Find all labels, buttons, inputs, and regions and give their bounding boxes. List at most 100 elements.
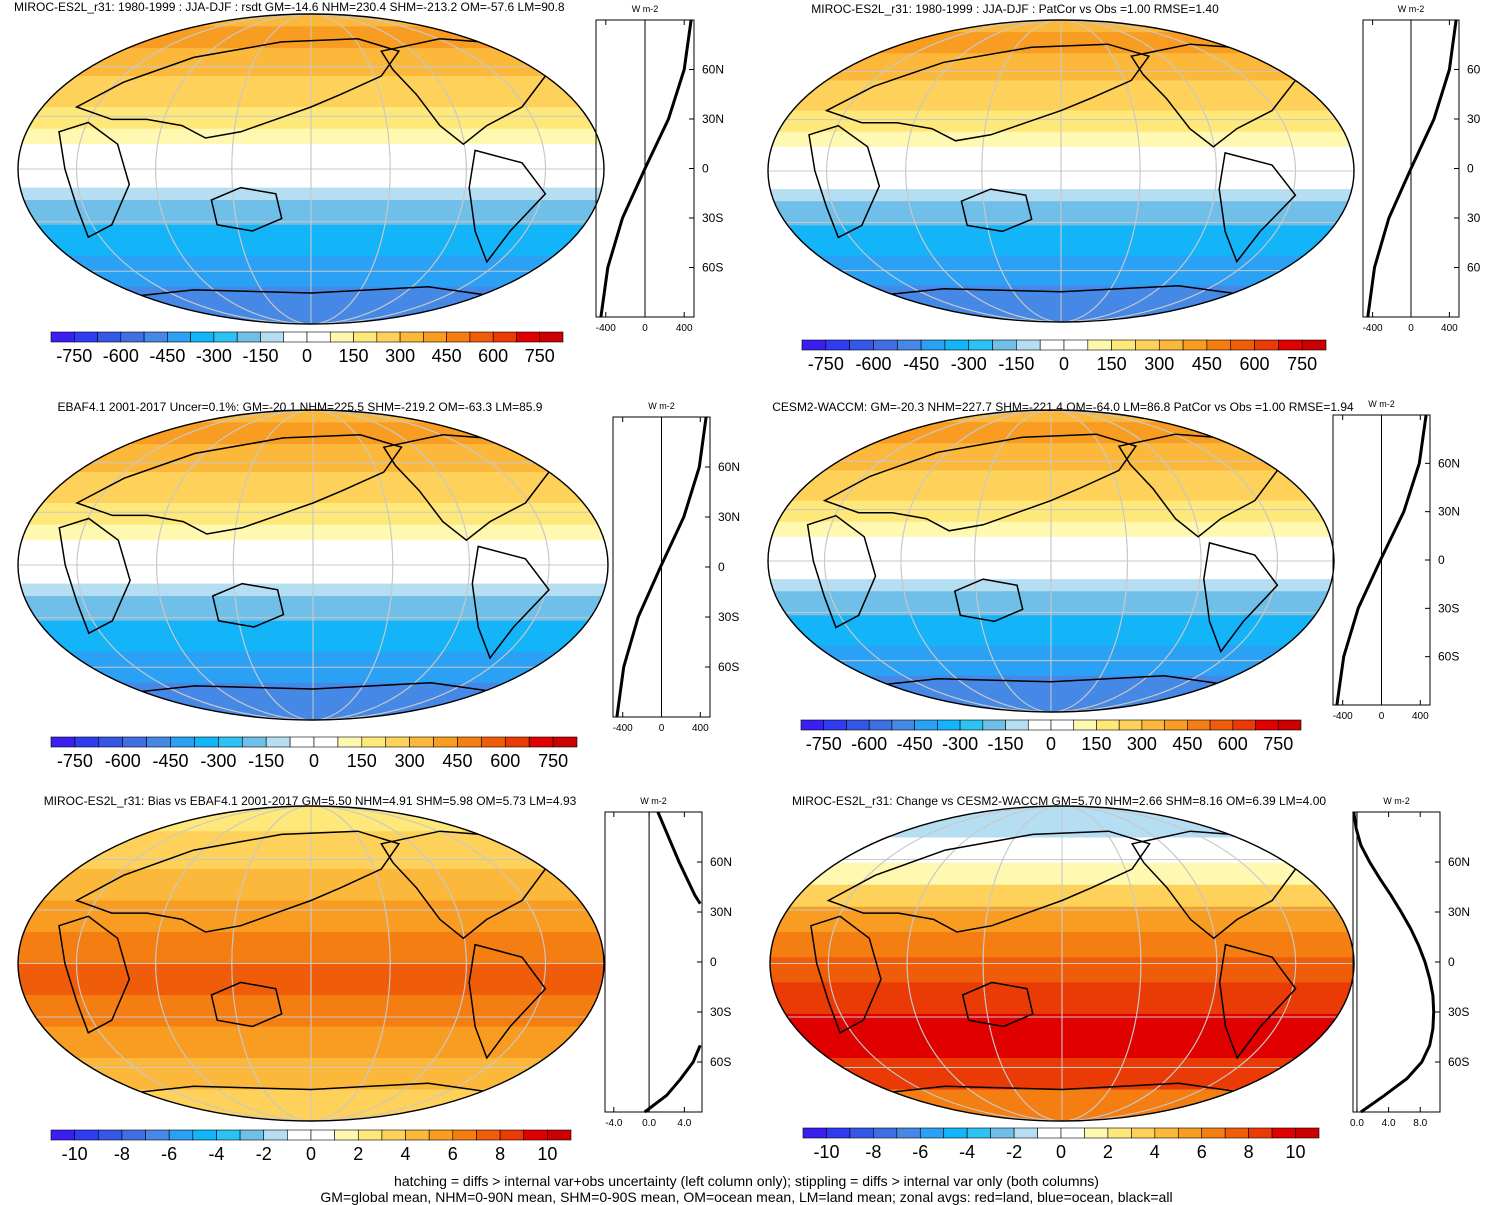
colorbar-segment xyxy=(74,332,97,342)
colorbar-segment xyxy=(144,332,167,342)
colorbar-tick-label: 10 xyxy=(1286,1142,1306,1162)
colorbar-tick-label: -750 xyxy=(56,346,92,366)
colorbar-tick-label: 6 xyxy=(1197,1142,1207,1162)
profile-line-all xyxy=(1368,20,1456,317)
footer-note-hatching: hatching = diffs > internal var+obs unce… xyxy=(0,1173,1493,1189)
colorbar-segment xyxy=(850,340,874,350)
colorbar-segment xyxy=(335,1130,359,1140)
colorbar-segment xyxy=(406,1130,430,1140)
colorbar-segment xyxy=(897,340,921,350)
colorbar-tick-label: -600 xyxy=(105,751,141,771)
colorbar-tick-label: -150 xyxy=(998,354,1034,374)
profile-xtick-label: 0 xyxy=(642,323,648,334)
profile-xtick-label: 0.0 xyxy=(1350,1118,1364,1129)
colorbar-segment xyxy=(553,737,577,747)
colorbar-tick-label: 150 xyxy=(347,751,377,771)
colorbar-segment xyxy=(873,1128,896,1138)
colorbar-tick-label: -450 xyxy=(903,354,939,374)
colorbar-segment xyxy=(897,1128,920,1138)
colorbar-segment xyxy=(1135,340,1159,350)
colorbar-segment xyxy=(1183,340,1207,350)
profile-xtick-label: 4.0 xyxy=(677,1118,691,1129)
profile-xtick-label: 0 xyxy=(1379,711,1385,722)
colorbar-tick-label: 8 xyxy=(495,1144,505,1164)
colorbar-segment xyxy=(1159,340,1183,350)
colorbar-segment xyxy=(307,332,330,342)
profile-ytick-label: 60S xyxy=(702,261,723,275)
colorbar-segment xyxy=(167,332,190,342)
colorbar-segment xyxy=(314,737,338,747)
colorbar-segment xyxy=(529,737,553,747)
colorbar-tick-label: 750 xyxy=(1287,354,1317,374)
colorbar-segment xyxy=(99,737,123,747)
colorbar-segment xyxy=(121,332,144,342)
colorbar-segment xyxy=(358,1130,382,1140)
colorbar-tick-label: 2 xyxy=(353,1144,363,1164)
colorbar-segment xyxy=(476,1130,500,1140)
colorbar-segment xyxy=(284,332,307,342)
colorbar-tick-label: -600 xyxy=(855,354,891,374)
colorbar-segment xyxy=(540,332,563,342)
colorbar-tick-label: 0 xyxy=(1046,734,1056,754)
colorbar-segment xyxy=(801,720,824,730)
profile-ytick-label: 30S xyxy=(1448,1005,1469,1019)
profile-line-all xyxy=(658,812,700,904)
colorbar-segment xyxy=(826,340,850,350)
colorbar-segment xyxy=(850,1128,873,1138)
profile-xtick-label: -4.0 xyxy=(605,1118,623,1129)
colorbar-segment xyxy=(1155,1128,1178,1138)
colorbar-tick-label: -300 xyxy=(200,751,236,771)
colorbar-segment xyxy=(1272,1128,1295,1138)
colorbar-segment xyxy=(1278,340,1302,350)
panel-title: EBAF4.1 2001-2017 Uncer=0.1%: GM=-20.1 N… xyxy=(58,400,543,414)
colorbar-segment xyxy=(98,332,121,342)
colorbar-segment xyxy=(481,737,505,747)
colorbar-segment xyxy=(1040,340,1064,350)
colorbar-tick-label: 150 xyxy=(1097,354,1127,374)
profile-units: W m-2 xyxy=(648,401,675,411)
colorbar-segment xyxy=(500,1130,524,1140)
profile-line-all xyxy=(601,20,691,317)
colorbar-tick-label: -750 xyxy=(806,734,842,754)
colorbar-segment xyxy=(1202,1128,1225,1138)
colorbar-segment xyxy=(969,340,993,350)
colorbar-segment xyxy=(242,737,266,747)
colorbar-tick-label: -2 xyxy=(1006,1142,1022,1162)
colorbar-segment xyxy=(1088,340,1112,350)
colorbar-tick-label: 2 xyxy=(1103,1142,1113,1162)
colorbar-segment xyxy=(1014,1128,1037,1138)
colorbar-segment xyxy=(1165,720,1188,730)
colorbar-segment xyxy=(1302,340,1326,350)
panel-title: MIROC-ES2L_r31: Change vs CESM2-WACCM GM… xyxy=(792,794,1326,808)
colorbar-tick-label: 750 xyxy=(525,346,555,366)
colorbar-segment xyxy=(266,737,290,747)
colorbar-segment xyxy=(470,332,493,342)
colorbar-segment xyxy=(1278,720,1301,730)
colorbar-segment xyxy=(967,1128,990,1138)
colorbar-tick-label: -6 xyxy=(161,1144,177,1164)
colorbar-tick-label: 300 xyxy=(395,751,425,771)
colorbar-segment xyxy=(1256,720,1279,730)
colorbar-segment xyxy=(290,737,314,747)
colorbar-tick-label: 300 xyxy=(1127,734,1157,754)
colorbar-tick-label: 450 xyxy=(1172,734,1202,754)
colorbar-segment xyxy=(1231,340,1255,350)
profile-ytick-label: 60N xyxy=(710,855,732,869)
colorbar-segment xyxy=(1096,720,1119,730)
colorbar-segment xyxy=(410,737,434,747)
profile-units: W m-2 xyxy=(1398,4,1425,14)
colorbar-segment xyxy=(122,1130,146,1140)
colorbar-segment xyxy=(434,737,458,747)
colorbar-segment xyxy=(1255,340,1279,350)
profile-xtick-label: 0 xyxy=(659,723,665,734)
panel-4: CESM2-WACCM: GM=-20.3 NHM=227.7 SHM=-221… xyxy=(768,399,1460,754)
colorbar-segment xyxy=(171,737,195,747)
colorbar-tick-label: -300 xyxy=(951,354,987,374)
profile-ytick-label: 60S xyxy=(718,660,739,674)
